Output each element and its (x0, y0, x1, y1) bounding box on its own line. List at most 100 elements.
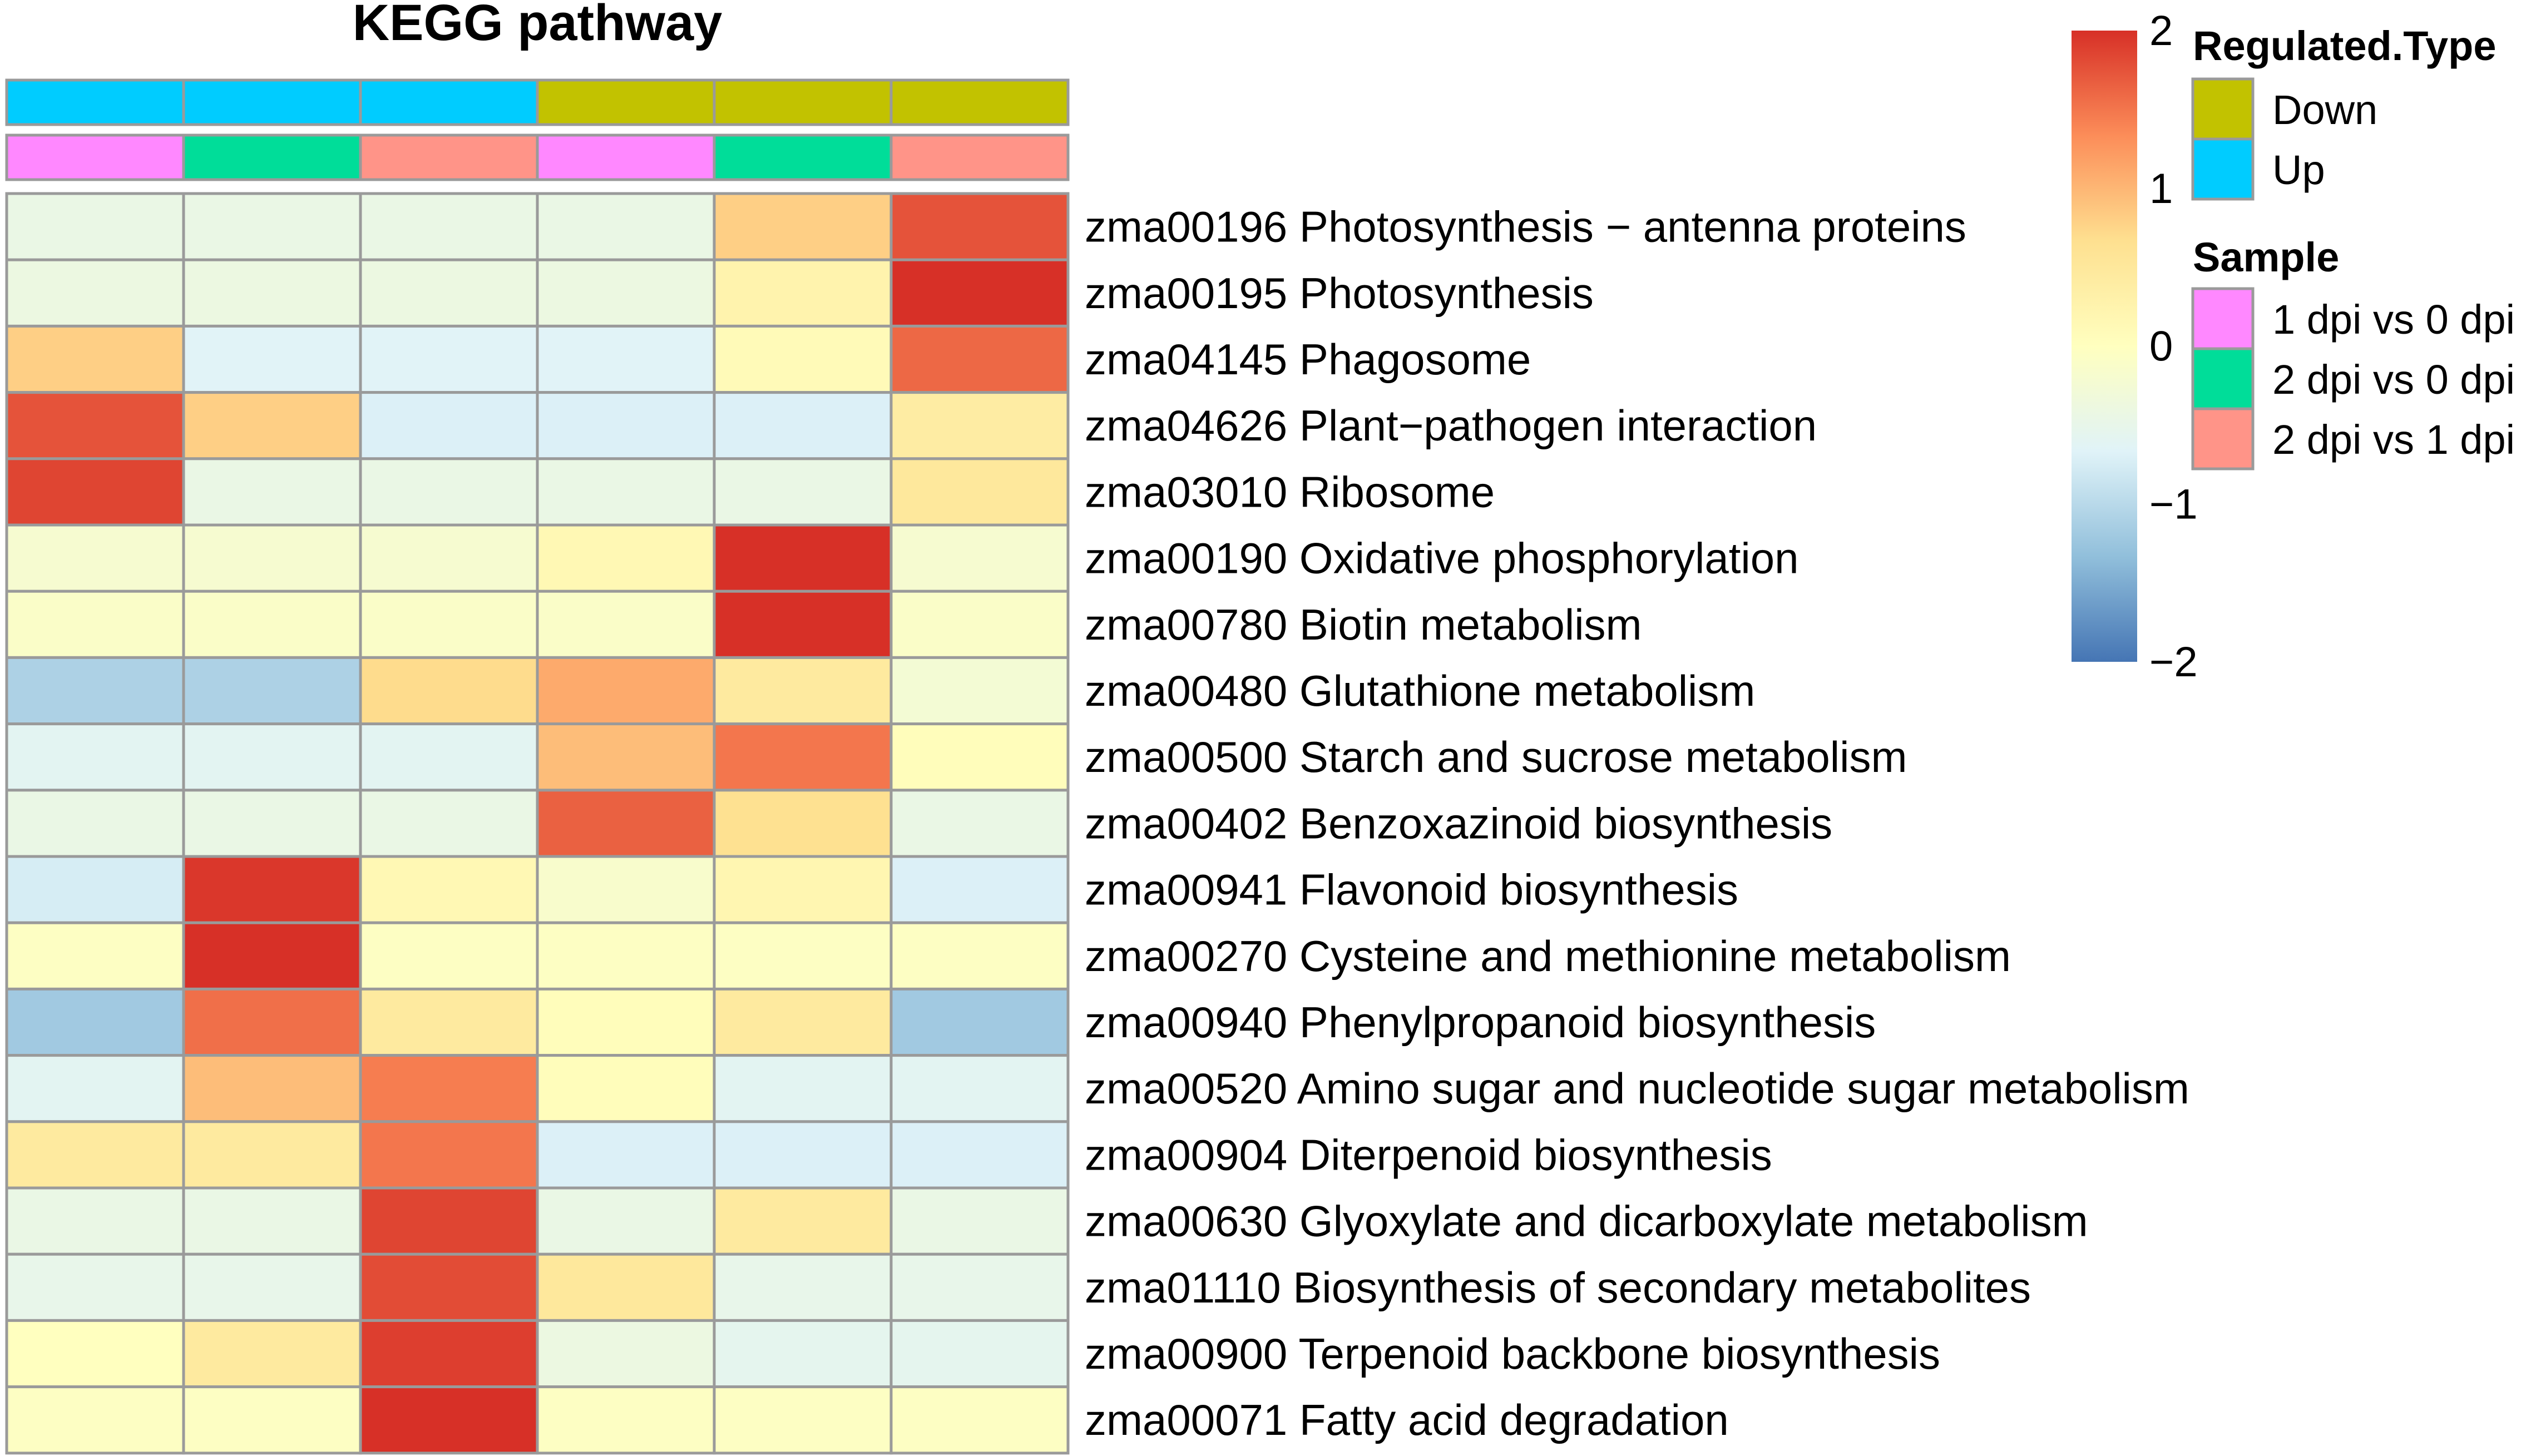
legend-swatch (2191, 407, 2255, 471)
row-label: zma00196 Photosynthesis − antenna protei… (1085, 202, 1966, 251)
heatmap-cell (889, 1319, 1070, 1389)
regulated-type-annotation-row (5, 78, 1070, 126)
heatmap-cell (889, 1120, 1070, 1190)
heatmap-cells (5, 192, 1070, 1455)
heatmap-cell (713, 457, 893, 527)
row-label: zma04626 Plant−pathogen interaction (1085, 401, 1817, 450)
heatmap-cell (889, 789, 1070, 858)
row-label: zma00630 Glyoxylate and dicarboxylate me… (1085, 1197, 2088, 1246)
heatmap-cell (536, 1385, 716, 1455)
heatmap-cell (182, 855, 362, 924)
heatmap-cell (359, 1186, 539, 1256)
heatmap-cell (182, 921, 362, 991)
legend-swatch (2191, 287, 2255, 350)
heatmap-cell (5, 656, 185, 726)
heatmap-cell (5, 1186, 185, 1256)
row-label: zma03010 Ribosome (1085, 467, 1495, 516)
regulated-type-cell (889, 78, 1070, 126)
heatmap-cell (536, 192, 716, 261)
heatmap-cell (713, 921, 893, 991)
row-label: zma01110 Biosynthesis of secondary metab… (1085, 1263, 2031, 1312)
heatmap-cell (182, 656, 362, 726)
heatmap-cell (889, 987, 1070, 1057)
heatmap-cell (359, 921, 539, 991)
heatmap-cell (5, 258, 185, 328)
heatmap-cell (713, 523, 893, 593)
heatmap-cell (536, 1054, 716, 1123)
heatmap-cell (182, 324, 362, 394)
heatmap-cell (889, 1385, 1070, 1455)
heatmap-cell (889, 258, 1070, 328)
regulated-type-cell (182, 78, 362, 126)
color-scale-legend: 2 1 0 −1 −2 (2072, 7, 2198, 686)
heatmap-cell (536, 457, 716, 527)
legend-swatch (2191, 347, 2255, 410)
heatmap-cell (5, 324, 185, 394)
heatmap-cell (359, 1319, 539, 1389)
legend-swatch (2191, 137, 2255, 201)
heatmap-cell (536, 324, 716, 394)
heatmap-cell (359, 324, 539, 394)
heatmap-cell (889, 457, 1070, 527)
heatmap-cell (713, 324, 893, 394)
heatmap-cell (182, 987, 362, 1057)
heatmap-cell (182, 1252, 362, 1322)
heatmap-cell (359, 1385, 539, 1455)
row-label: zma00941 Flavonoid biosynthesis (1085, 865, 1738, 914)
heatmap-cell (713, 590, 893, 659)
heatmap-cell (713, 258, 893, 328)
heatmap-cell (5, 855, 185, 924)
row-label: zma00900 Terpenoid backbone biosynthesis (1085, 1329, 1940, 1378)
regulated-type-cell (713, 78, 893, 126)
heatmap-cell (359, 987, 539, 1057)
heatmap-cell (889, 722, 1070, 792)
heatmap-cell (713, 789, 893, 858)
row-label: zma00190 Oxidative phosphorylation (1085, 534, 1798, 583)
heatmap-cell (713, 656, 893, 726)
heatmap-cell (5, 391, 185, 460)
heatmap-cell (536, 523, 716, 593)
heatmap-cell (713, 391, 893, 460)
heatmap-cell (359, 1120, 539, 1190)
heatmap-cell (359, 855, 539, 924)
heatmap-cell (536, 258, 716, 328)
heatmap-cell (713, 1252, 893, 1322)
heatmap-cell (359, 1252, 539, 1322)
legend-label: 1 dpi vs 0 dpi (2272, 296, 2515, 343)
color-bar (2072, 31, 2137, 662)
row-label: zma00904 Diterpenoid biosynthesis (1085, 1130, 1772, 1179)
regulated-type-cell (359, 78, 539, 126)
row-label: zma00402 Benzoxazinoid biosynthesis (1085, 799, 1832, 848)
heatmap-cell (889, 855, 1070, 924)
heatmap-cell (889, 324, 1070, 394)
heatmap-cell (713, 1054, 893, 1123)
heatmap-cell (5, 1319, 185, 1389)
sample-legend: Sample 1 dpi vs 0 dpi 2 dpi vs 0 dpi 2 dpi … (2191, 234, 2515, 471)
heatmap-cell (182, 789, 362, 858)
heatmap-cell (5, 1054, 185, 1123)
legend-swatch (2191, 77, 2255, 141)
heatmap-cell (182, 258, 362, 328)
heatmap-cell (889, 590, 1070, 659)
heatmap-cell (359, 258, 539, 328)
color-bar-tick-label: 2 (2149, 7, 2173, 55)
heatmap-cell (5, 457, 185, 527)
heatmap-cell (889, 921, 1070, 991)
row-label: zma00780 Biotin metabolism (1085, 600, 1642, 649)
heatmap-cell (5, 789, 185, 858)
heatmap-cell (5, 1385, 185, 1455)
sample-cell (359, 133, 539, 181)
heatmap-cell (182, 1186, 362, 1256)
heatmap-cell (5, 987, 185, 1057)
heatmap-cell (889, 1186, 1070, 1256)
sample-cell (889, 133, 1070, 181)
legend-title: Regulated.Type (2193, 23, 2497, 69)
heatmap-cell (889, 656, 1070, 726)
color-bar-tick-label: 0 (2149, 323, 2173, 370)
heatmap-cell (536, 789, 716, 858)
heatmap-cell (889, 192, 1070, 261)
heatmap-cell (536, 1319, 716, 1389)
color-bar-tick-label: 1 (2149, 165, 2173, 212)
heatmap-cell (536, 590, 716, 659)
